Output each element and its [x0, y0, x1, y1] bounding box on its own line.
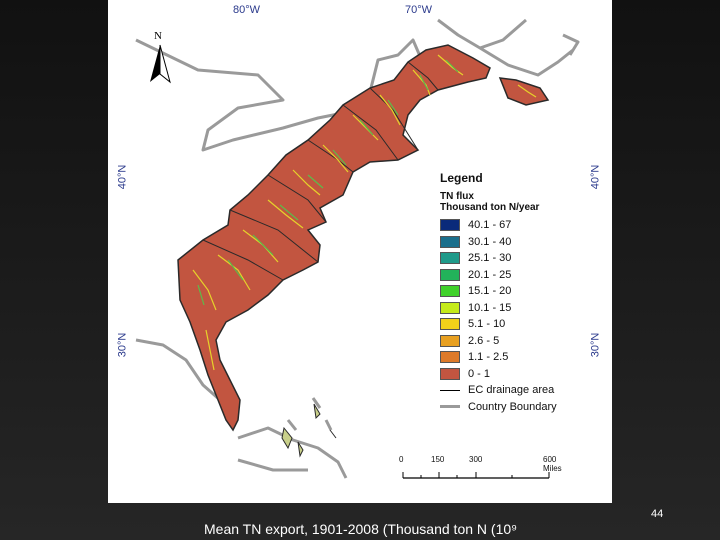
- legend-class-item: 25.1 - 30: [440, 250, 590, 267]
- legend-units: Thousand ton N/year: [440, 202, 540, 213]
- legend-swatch: [440, 252, 460, 265]
- legend-class-label: 30.1 - 40: [468, 235, 512, 248]
- cuba-coast: [237, 426, 348, 479]
- legend-swatch: [440, 318, 460, 331]
- legend-class-label: 15.1 - 20: [468, 285, 512, 298]
- scale-label-600: 600 Miles: [543, 455, 562, 473]
- legend-class-label: 10.1 - 15: [468, 301, 512, 314]
- legend-class-label: 25.1 - 30: [468, 252, 512, 265]
- legend-country-boundary-label: Country Boundary: [468, 400, 557, 413]
- legend-subtitle: TN flux: [440, 191, 474, 202]
- legend-swatch: [440, 235, 460, 248]
- legend-class-item: 0 - 1: [440, 366, 590, 383]
- maine-nova-scotia-fill: [498, 77, 550, 106]
- slide-caption: Mean TN export, 1901-2008 (Thousand ton …: [204, 521, 518, 537]
- legend-title: Legend: [440, 171, 483, 185]
- bahamas-islands: [281, 403, 337, 458]
- longitude-label-70w: 70°W: [405, 4, 433, 16]
- legend-swatch: [440, 351, 460, 364]
- legend-class-item: 30.1 - 40: [440, 234, 590, 251]
- legend-class-label: 40.1 - 67: [468, 219, 512, 232]
- legend: Legend TN flux Thousand ton N/year 40.1 …: [440, 171, 590, 415]
- latitude-label-30n-right: 30°N: [589, 332, 602, 358]
- legend-swatch: [440, 367, 460, 380]
- legend-class-label: 2.6 - 5: [468, 334, 500, 347]
- legend-swatch: [440, 268, 460, 281]
- legend-classes: 40.1 - 67 30.1 - 40 25.1 - 30 20.1 - 25 15.1…: [440, 217, 590, 382]
- north-arrow-letter: N: [154, 30, 162, 42]
- longitude-label-80w: 80°W: [233, 4, 261, 16]
- legend-swatch: [440, 334, 460, 347]
- legend-class-label: 1.1 - 2.5: [468, 351, 509, 364]
- legend-class-item: 1.1 - 2.5: [440, 349, 590, 366]
- islands-outline: [286, 397, 333, 431]
- legend-class-label: 5.1 - 10: [468, 318, 506, 331]
- latitude-label-40n-left: 40°N: [116, 164, 129, 190]
- legend-ec-drainage-label: EC drainage area: [468, 384, 555, 397]
- latitude-label-30n-left: 30°N: [116, 332, 129, 358]
- legend-class-item: 40.1 - 67: [440, 217, 590, 234]
- map-frame: 80°W 70°W 40°N 40°N 30°N 30°N N Legend T…: [108, 0, 612, 503]
- legend-class-item: 2.6 - 5: [440, 333, 590, 350]
- legend-swatch: [440, 219, 460, 232]
- legend-ec-drainage: EC drainage area: [440, 382, 590, 399]
- drainage-region-fill: [177, 44, 491, 432]
- scale-label-150: 150: [431, 455, 445, 464]
- legend-country-boundary: Country Boundary: [440, 399, 590, 416]
- legend-swatch: [440, 301, 460, 314]
- scale-bar: 0 150 300 600 Miles: [399, 455, 562, 485]
- legend-class-label: 20.1 - 25: [468, 268, 512, 281]
- scale-label-300: 300: [469, 455, 483, 464]
- stream-network-green: [197, 59, 459, 306]
- slide-page-number: 44: [651, 508, 664, 520]
- legend-class-item: 10.1 - 15: [440, 300, 590, 317]
- latitude-label-40n-right: 40°N: [589, 164, 602, 190]
- legend-class-label: 0 - 1: [468, 367, 491, 380]
- country-boundary-lines: [135, 18, 580, 479]
- ec-drainage-area: [177, 44, 550, 458]
- scale-label-0: 0: [399, 455, 404, 464]
- gulf-coast-line: [135, 338, 221, 402]
- legend-class-item: 20.1 - 25: [440, 267, 590, 284]
- map-canvas: [135, 18, 580, 479]
- north-arrow-icon: N: [148, 30, 178, 85]
- legend-class-item: 15.1 - 20: [440, 283, 590, 300]
- canada-boundary-line: [135, 38, 428, 152]
- legend-class-item: 5.1 - 10: [440, 316, 590, 333]
- legend-swatch: [440, 285, 460, 298]
- gulf-st-lawrence-coast: [437, 18, 580, 77]
